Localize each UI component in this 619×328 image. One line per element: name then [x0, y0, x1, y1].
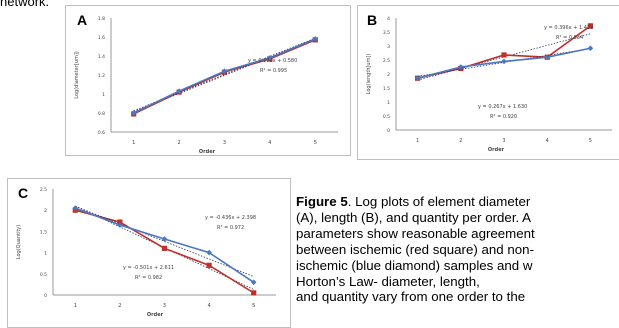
chart-a-x-tick-label: 3	[223, 140, 226, 146]
chart-b-series-2-point	[458, 64, 464, 70]
chart-b-series-1-point	[587, 23, 593, 29]
chart-a-series-2-trendline	[133, 37, 316, 112]
chart-c-y-tick-label: 2	[44, 208, 47, 214]
chart-c-annotation: R² = 0.972	[217, 225, 244, 231]
figure-panel-b: B 4 3.5 3 2.5 2 1.5 1 0.5 0 1 2 3 4 5 Order Log(length[…	[357, 5, 619, 160]
chart-c-series-1-point	[161, 245, 168, 251]
chart-c-annotation: y = -0.501x + 2.611	[123, 265, 174, 271]
chart-b-y-tick-label: 0.5	[383, 114, 390, 120]
caption-line-5: ischemic (blue diamond) samples and w	[296, 257, 533, 273]
chart-c-y-axis-label: Log(Quantity)	[16, 225, 22, 259]
chart-b-y-axis-label: Log(length[um])	[366, 54, 372, 95]
chart-b-annotation: R² = 0.920	[490, 114, 517, 120]
chart-a-y-tick-label: 1.8	[98, 16, 105, 22]
chart-b-y-tick-label: 0	[387, 128, 390, 134]
chart-b-y-tick-label: 2.5	[383, 58, 390, 64]
chart-b-y-tick-label: 3	[387, 44, 390, 50]
chart-c-x-axis-label: Order	[147, 312, 164, 318]
chart-b-x-tick-label: 1	[416, 138, 419, 144]
chart-c-plot: 2.5 2 1.5 1 0.5 0 1 2 3 4 5 Order Log(Quantity) y = -…	[16, 187, 276, 318]
chart-a-series-2-point	[176, 88, 182, 94]
chart-b-y-tick-label: 1.5	[383, 86, 390, 92]
chart-b-x-tick-label: 5	[589, 138, 592, 144]
chart-b-series-2-point	[414, 75, 421, 81]
caption-line-6: Horton’s Law- diameter, length,	[296, 273, 480, 289]
chart-a-annotation: R² = 0.995	[260, 68, 287, 74]
chart-b-y-tick-label: 3.5	[383, 30, 390, 36]
chart-c-y-tick-label: 0.5	[40, 272, 47, 278]
chart-c-x-tick-label: 3	[163, 303, 166, 309]
caption-text-1: . Log plots of element diameter	[347, 194, 531, 209]
chart-a-annotation: y = 0.192x + 0.580	[248, 58, 297, 64]
chart-a-series-2-line	[133, 38, 316, 114]
chart-b-series-1-line	[417, 25, 591, 79]
chart-b-y-tick-label: 2	[387, 72, 390, 78]
chart-c-annotation: R² = 0.982	[135, 275, 162, 281]
figure-panel-c: C 2.5 2 1.5 1 0.5 0 1 2 3 4 5 Order Log(Quantity) y =…	[7, 178, 291, 328]
caption-line-4: between ischemic (red square) and non-	[296, 241, 534, 257]
chart-a-x-axis-label: Order	[199, 149, 216, 155]
chart-c-x-tick-label: 4	[208, 303, 211, 309]
chart-c-series-1-point	[206, 262, 212, 268]
chart-a-y-axis-label: Log(diameter[um])	[74, 51, 80, 98]
chart-c-annotation: y = -0.436x + 2.398	[205, 215, 256, 221]
chart-a-x-tick-label: 1	[132, 140, 135, 146]
chart-a-y-tick-label: 1.6	[98, 35, 105, 41]
chart-b-plot: 4 3.5 3 2.5 2 1.5 1 0.5 0 1 2 3 4 5 Order Log(length[um…	[366, 16, 612, 153]
chart-b-x-tick-label: 2	[459, 138, 462, 144]
chart-a-y-tick-label: 1	[102, 92, 105, 98]
chart-a-y-tick-label: 1.4	[98, 54, 105, 60]
chart-a-series-2-point	[267, 55, 273, 61]
chart-a-x-tick-label: 5	[314, 140, 317, 146]
figure-panel-a: A 1.8 1.6 1.4 1.2 1 0.8 0.6 1 2 3 4 5 Order Log(diame…	[65, 5, 351, 156]
chart-b-x-tick-label: 3	[502, 138, 505, 144]
chart-c-series-2-trendline	[75, 205, 254, 277]
chart-b-series-2-point	[587, 45, 594, 52]
chart-a-y-tick-label: 0.6	[98, 130, 105, 136]
caption-line-1: Figure 5. Log plots of element diameter	[296, 194, 619, 210]
chart-c-series-1-point	[251, 290, 257, 296]
chart-c-x-tick-label: 5	[252, 303, 255, 309]
chart-c-x-tick-label: 2	[118, 303, 121, 309]
chart-c-y-tick-label: 0	[44, 293, 47, 299]
chart-b-y-tick-label: 1	[387, 100, 390, 106]
caption-line-7: and quantity vary from one order to the	[296, 289, 526, 305]
chart-b-series-2-point	[501, 58, 507, 65]
caption-line-3: parameters show reasonable agreement	[296, 225, 535, 241]
panel-label-c: C	[18, 185, 29, 201]
chart-c-y-tick-label: 2.5	[40, 187, 47, 193]
chart-c-series-2-point	[206, 249, 212, 256]
panel-label-b: B	[367, 12, 378, 28]
chart-a-series-2-point	[221, 68, 228, 74]
chart-c-series-1-point	[117, 219, 123, 225]
chart-c-x-tick-label: 1	[74, 303, 77, 309]
chart-b-annotation: y = 0.396x + 1.422	[544, 25, 593, 31]
chart-c-series-1-line	[75, 209, 255, 294]
chart-c-y-tick-label: 1.5	[40, 229, 47, 235]
chart-b-series-1-point	[501, 52, 507, 58]
chart-a-y-tick-label: 0.8	[98, 111, 105, 117]
chart-b-x-axis-label: Order	[488, 147, 505, 153]
chart-a-series-2-point	[312, 36, 319, 42]
chart-a-x-tick-label: 2	[178, 140, 181, 146]
preceding-text-fragment: network.	[0, 0, 50, 9]
chart-a-plot: 1.8 1.6 1.4 1.2 1 0.8 0.6 1 2 3 4 5 Order Log(diamete…	[74, 16, 338, 155]
chart-b-series-2-point	[544, 54, 550, 60]
figure-caption: Figure 5. Log plots of element diameter …	[296, 194, 619, 305]
chart-b-y-tick-label: 4	[387, 16, 390, 22]
chart-b-annotation: y = 0.267x + 1.630	[478, 104, 527, 110]
chart-a-x-tick-label: 4	[268, 140, 271, 146]
chart-c-y-tick-label: 1	[44, 251, 47, 257]
caption-line-2: (A), length (B), and quantity per order.…	[296, 209, 532, 225]
panel-label-a: A	[77, 12, 88, 28]
chart-a-y-tick-label: 1.2	[98, 73, 105, 79]
chart-b-annotation: R² = 0.834	[556, 35, 583, 41]
caption-heading: Figure 5	[296, 194, 348, 209]
chart-b-x-tick-label: 4	[546, 138, 549, 144]
